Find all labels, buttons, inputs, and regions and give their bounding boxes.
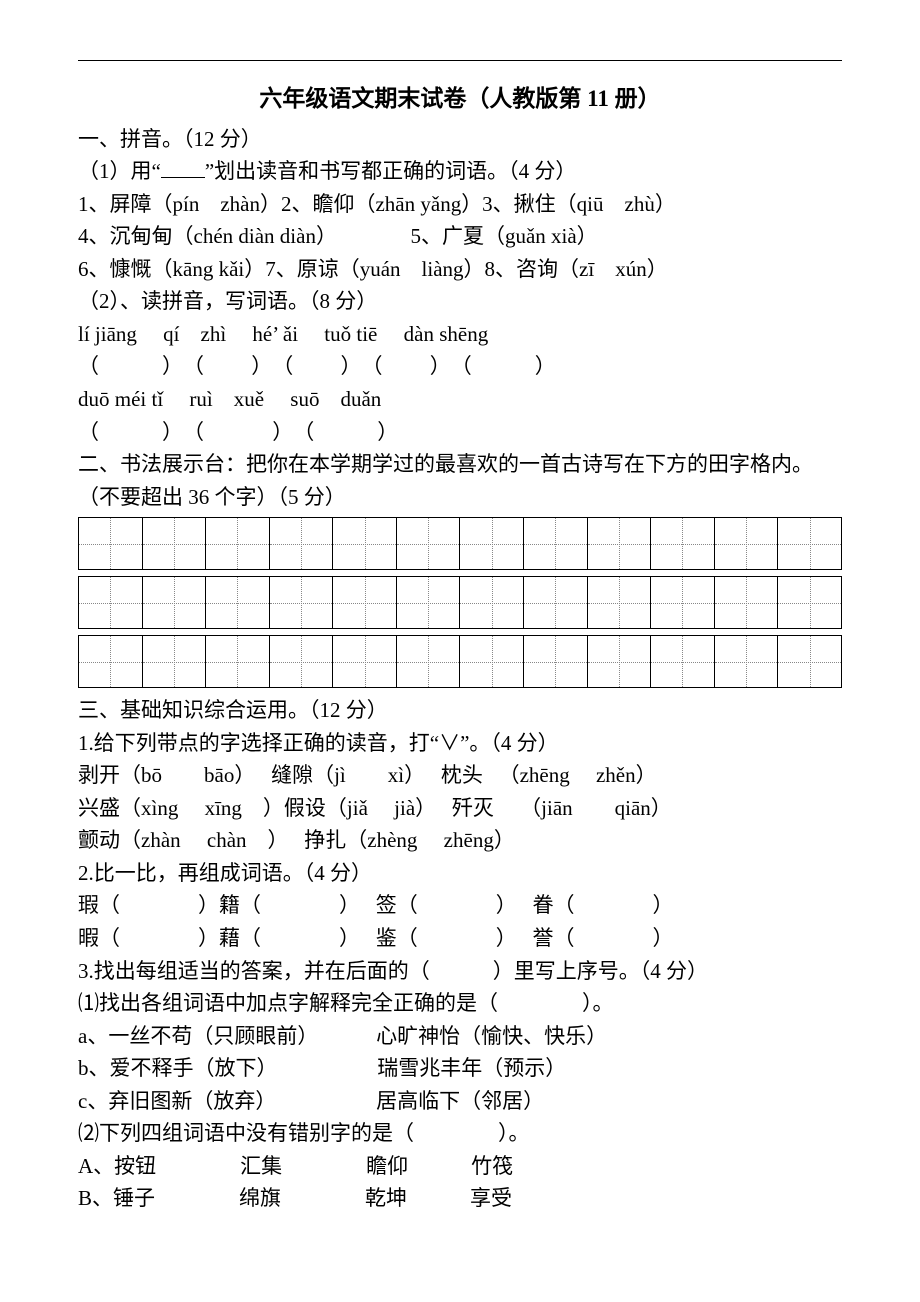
pinyin-row-2: duō méi tǐ ruì xuě suō duǎn bbox=[78, 383, 842, 416]
q2r2-b: ）藉（ bbox=[198, 926, 261, 950]
q2r2-d: ） 誉（ bbox=[496, 926, 575, 950]
s3-q1-l2: 兴盛（xìng xīng ）假设（jiǎ jià） 歼灭 （jiān qiān） bbox=[78, 792, 842, 825]
q2r1-a: 瑕（ bbox=[78, 893, 120, 917]
pinyin-row-1: lí jiāng qí zhì hé’ ǎi tuǒ tiē dàn shēng bbox=[78, 318, 842, 351]
s3-q3-sub1-a: a、一丝不苟（只顾眼前） 心旷神怡（愉快、快乐） bbox=[78, 1020, 842, 1053]
q2r1-d: ） 眷（ bbox=[496, 893, 575, 917]
q2r2-a: 暇（ bbox=[78, 926, 120, 950]
s3-q1: 1.给下列带点的字选择正确的读音，打“∨”。（4 分） bbox=[78, 727, 842, 760]
s3-q2-row2: 暇（ ）藉（ ） 鉴（ ） 誉（ ） bbox=[78, 922, 842, 955]
section-1-sub2: （2）、读拼音，写词语。（8 分） bbox=[78, 285, 842, 318]
grid-row-2 bbox=[78, 576, 842, 629]
paren-row-2: （ ） （ ） （ ） bbox=[78, 416, 842, 449]
q2r1-b: ）籍（ bbox=[198, 893, 261, 917]
s3-q1-l3: 颤动（zhàn chàn ） 挣扎（zhèng zhēng） bbox=[78, 824, 842, 857]
s3-q1-l1: 剥开（bō bāo） 缝隙（jì xì） 枕头 （zhēng zhěn） bbox=[78, 759, 842, 792]
s3-q3-sub2-a: A、按钮 汇集 瞻仰 竹筏 bbox=[78, 1150, 842, 1183]
sub1-prefix: （1）用“ bbox=[78, 159, 161, 183]
s3-q2: 2.比一比，再组成词语。（4 分） bbox=[78, 857, 842, 890]
s3-q2-row1: 瑕（ ）籍（ ） 签（ ） 眷（ ） bbox=[78, 889, 842, 922]
grid-row-1 bbox=[78, 517, 842, 570]
paren-row-1: （ ） （ ） （ ） （ ） （ ） bbox=[78, 350, 842, 383]
sub1-suffix: ”划出读音和书写都正确的词语。（4 分） bbox=[205, 159, 577, 183]
grid-row-3 bbox=[78, 635, 842, 688]
tianzige-grid bbox=[78, 517, 842, 688]
s3-q3-sub2: ⑵下列四组词语中没有错别字的是（ ）。 bbox=[78, 1117, 842, 1150]
section-1-sub1: （1）用“ ”划出读音和书写都正确的词语。（4 分） bbox=[78, 155, 842, 188]
s3-q3-sub1-c: c、弃旧图新（放弃） 居高临下（邻居） bbox=[78, 1085, 842, 1118]
q2r1-e: ） bbox=[653, 893, 674, 917]
top-rule bbox=[78, 60, 842, 61]
s1-line1: 1、屏障（pín zhàn）2、瞻仰（zhān yǎng）3、揪住（qiū zh… bbox=[78, 188, 842, 221]
s3-q3-sub2-b: B、锤子 绵旗 乾坤 享受 bbox=[78, 1182, 842, 1215]
s1-line2: 4、沉甸甸（chén diàn diàn） 5、广夏（guǎn xià） bbox=[78, 220, 842, 253]
s3-q3-sub1: ⑴找出各组词语中加点字解释完全正确的是（ ）。 bbox=[78, 987, 842, 1020]
section-3-heading: 三、基础知识综合运用。（12 分） bbox=[78, 694, 842, 727]
q2r2-e: ） bbox=[653, 926, 674, 950]
page-title: 六年级语文期末试卷（人教版第 11 册） bbox=[78, 81, 842, 117]
q2r2-c: ） 鉴（ bbox=[339, 926, 418, 950]
s3-q3: 3.找出每组适当的答案，并在后面的（ ）里写上序号。（4 分） bbox=[78, 955, 842, 988]
blank-underline bbox=[161, 157, 205, 178]
section-2-heading: 二、书法展示台：把你在本学期学过的最喜欢的一首古诗写在下方的田字格内。（不要超出… bbox=[78, 448, 842, 513]
q2r1-c: ） 签（ bbox=[339, 893, 418, 917]
s3-q3-sub1-b: b、爱不释手（放下） 瑞雪兆丰年（预示） bbox=[78, 1052, 842, 1085]
s1-line3: 6、慷慨（kāng kǎi）7、原谅（yuán liàng）8、咨询（zī xú… bbox=[78, 253, 842, 286]
section-1-heading: 一、拼音。（12 分） bbox=[78, 123, 842, 156]
